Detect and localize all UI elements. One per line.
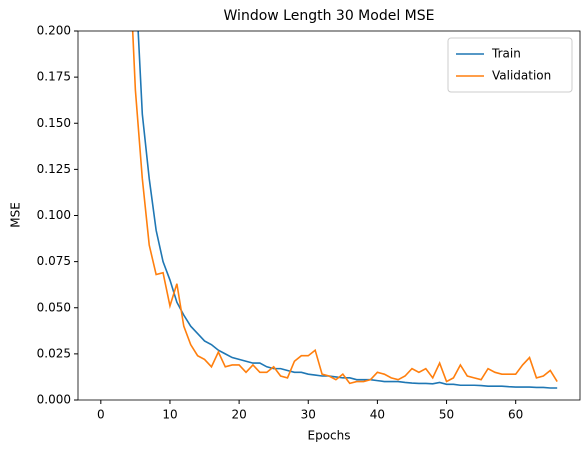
legend-label: Validation [492, 69, 551, 83]
x-tick-label: 60 [508, 408, 523, 422]
x-tick-label: 10 [162, 408, 177, 422]
x-tick-label: 0 [97, 408, 105, 422]
y-tick-label: 0.150 [37, 116, 71, 130]
x-tick-label: 30 [301, 408, 316, 422]
y-tick-label: 0.100 [37, 208, 71, 222]
y-tick-label: 0.125 [37, 162, 71, 176]
line-series [131, 31, 558, 385]
y-tick-label: 0.175 [37, 70, 71, 84]
y-tick-label: 0.050 [37, 300, 71, 314]
legend: Train Validation [447, 37, 573, 93]
legend-label: Train [491, 47, 521, 61]
x-tick-label: 50 [439, 408, 454, 422]
x-tick-label: 20 [231, 408, 246, 422]
plot-area [131, 31, 558, 389]
y-axis-label: MSE [9, 202, 23, 228]
plot-frame [77, 30, 581, 401]
y-tick-label: 0.000 [37, 393, 71, 407]
y-tick-label: 0.075 [37, 254, 71, 268]
chart-title: Window Length 30 Model MSE [224, 8, 435, 24]
y-tick-label: 0.025 [37, 346, 71, 360]
y-tick-label: 0.200 [37, 24, 71, 38]
legend-box [447, 37, 573, 93]
x-tick-label: 40 [370, 408, 385, 422]
x-axis-label: Epochs [308, 429, 351, 443]
